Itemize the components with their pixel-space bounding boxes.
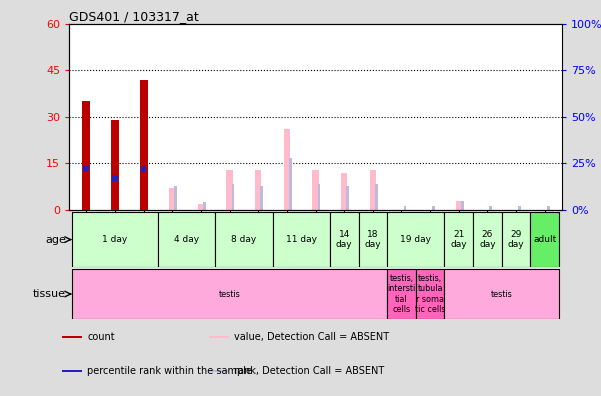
- Text: percentile rank within the sample: percentile rank within the sample: [87, 366, 252, 376]
- Text: testis,
tubula
r soma
tic cells: testis, tubula r soma tic cells: [415, 274, 445, 314]
- Text: 14
day: 14 day: [336, 230, 353, 249]
- Bar: [62, 370, 82, 372]
- Bar: [174, 186, 177, 210]
- Bar: [456, 200, 462, 210]
- Bar: [403, 206, 406, 210]
- Bar: [158, 212, 215, 267]
- Bar: [375, 184, 377, 210]
- Text: rank, Detection Call = ABSENT: rank, Detection Call = ABSENT: [234, 366, 384, 376]
- Bar: [416, 269, 445, 319]
- Text: count: count: [87, 332, 115, 342]
- Bar: [82, 101, 90, 210]
- Text: 26
day: 26 day: [479, 230, 496, 249]
- Text: testis: testis: [491, 289, 513, 299]
- Text: 21
day: 21 day: [451, 230, 467, 249]
- Bar: [547, 206, 550, 210]
- Text: 11 day: 11 day: [285, 235, 317, 244]
- Bar: [209, 370, 229, 372]
- Bar: [111, 120, 119, 210]
- Bar: [84, 166, 89, 172]
- Bar: [260, 186, 263, 210]
- Text: testis,
intersti
tial
cells: testis, intersti tial cells: [388, 274, 416, 314]
- Bar: [387, 269, 416, 319]
- Bar: [432, 206, 435, 210]
- Bar: [198, 204, 204, 210]
- Bar: [445, 212, 473, 267]
- Text: testis: testis: [219, 289, 240, 299]
- Bar: [330, 212, 359, 267]
- Text: value, Detection Call = ABSENT: value, Detection Call = ABSENT: [234, 332, 389, 342]
- Bar: [209, 336, 229, 338]
- Bar: [72, 269, 387, 319]
- Bar: [531, 212, 559, 267]
- Bar: [359, 212, 387, 267]
- Bar: [72, 212, 158, 267]
- Bar: [502, 212, 531, 267]
- Text: tissue: tissue: [33, 289, 66, 299]
- Text: GDS401 / 103317_at: GDS401 / 103317_at: [69, 10, 199, 23]
- Bar: [231, 184, 234, 210]
- Bar: [473, 212, 502, 267]
- Bar: [445, 269, 559, 319]
- Text: 8 day: 8 day: [231, 235, 257, 244]
- Bar: [370, 169, 376, 210]
- Bar: [62, 336, 82, 338]
- Bar: [203, 202, 206, 210]
- Text: 4 day: 4 day: [174, 235, 199, 244]
- Bar: [341, 173, 347, 210]
- Text: 19 day: 19 day: [400, 235, 432, 244]
- Text: adult: adult: [533, 235, 557, 244]
- Text: 29
day: 29 day: [508, 230, 525, 249]
- Text: 1 day: 1 day: [102, 235, 127, 244]
- Bar: [284, 129, 290, 210]
- Bar: [518, 206, 521, 210]
- Bar: [317, 184, 320, 210]
- Bar: [215, 212, 272, 267]
- Bar: [169, 188, 175, 210]
- Bar: [255, 169, 261, 210]
- Bar: [141, 166, 147, 172]
- Bar: [112, 175, 118, 181]
- Bar: [139, 80, 148, 210]
- Bar: [227, 169, 233, 210]
- Bar: [346, 186, 349, 210]
- Text: 18
day: 18 day: [365, 230, 381, 249]
- Bar: [272, 212, 330, 267]
- Bar: [289, 158, 291, 210]
- Bar: [461, 200, 464, 210]
- Bar: [387, 212, 445, 267]
- Bar: [489, 206, 492, 210]
- Bar: [313, 169, 319, 210]
- Text: age: age: [45, 234, 66, 245]
